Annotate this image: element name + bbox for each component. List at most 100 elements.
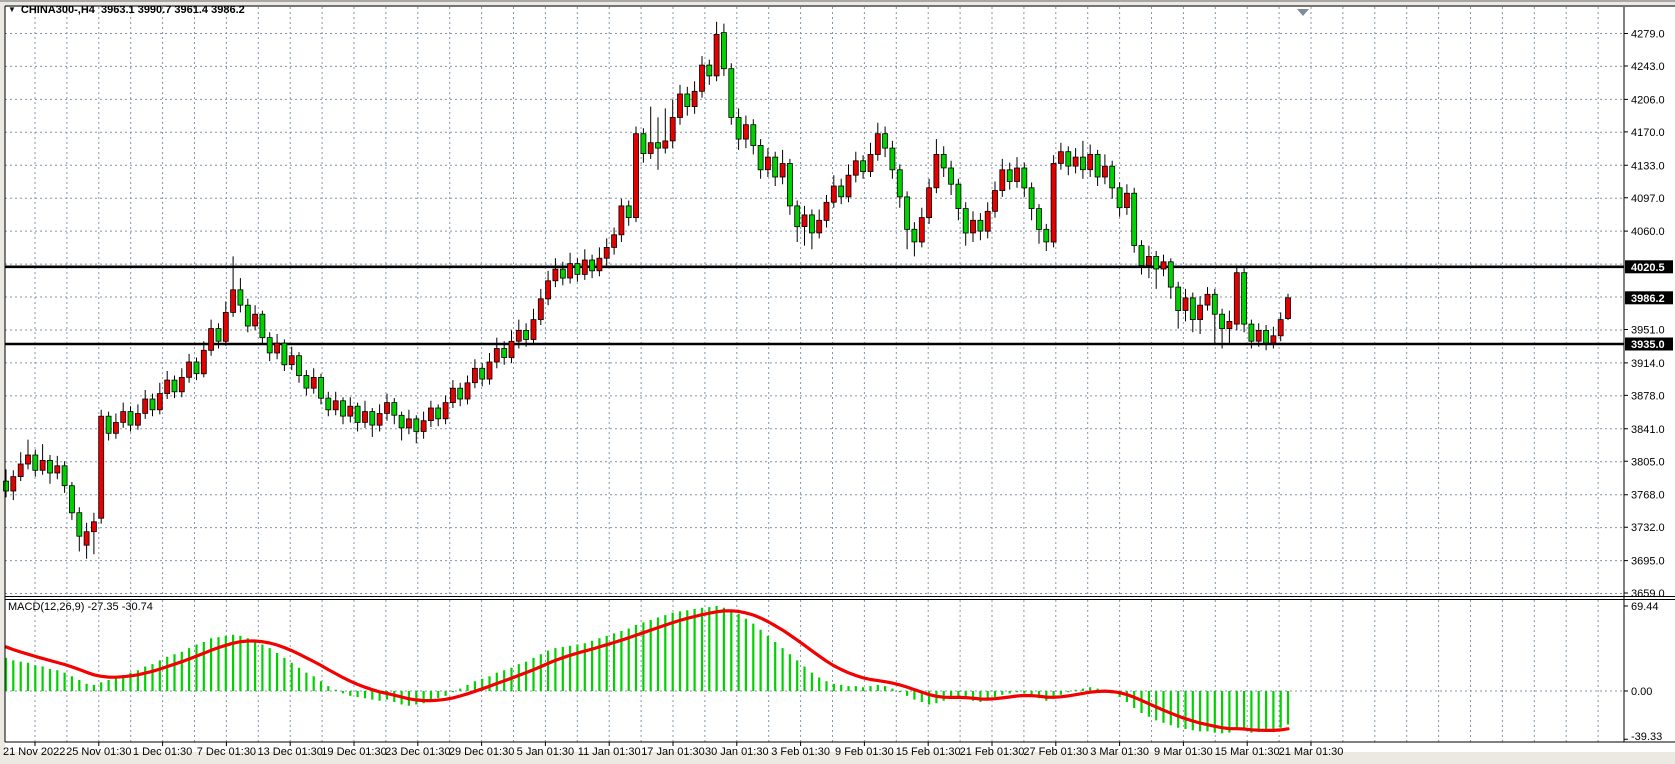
candle-down: [684, 93, 691, 108]
candle-up: [1102, 165, 1108, 178]
svg-text:27 Feb 01:30: 27 Feb 01:30: [1023, 746, 1088, 758]
price-badge-4020.5: [1625, 260, 1673, 274]
candle-down: [1065, 151, 1072, 167]
svg-text:3659.0: 3659.0: [1631, 588, 1665, 600]
candle-down: [318, 376, 324, 399]
candle-up: [142, 398, 149, 414]
candle-up: [222, 311, 229, 342]
svg-text:3914.0: 3914.0: [1631, 358, 1665, 370]
candle-down: [889, 147, 896, 171]
candle-down: [479, 367, 486, 380]
candle-down: [61, 465, 68, 487]
candle-up: [98, 415, 105, 519]
candle-up: [618, 205, 625, 236]
candle-down: [655, 142, 661, 149]
candle-down: [757, 144, 764, 171]
svg-text:69.44: 69.44: [1631, 601, 1659, 613]
candle-up: [25, 454, 31, 465]
candle-up: [1058, 151, 1064, 164]
candle-up: [765, 156, 771, 171]
svg-text:9 Feb 01:30: 9 Feb 01:30: [835, 746, 894, 758]
chart-background: [5, 7, 1675, 752]
candle-down: [728, 68, 735, 118]
svg-text:4206.0: 4206.0: [1631, 94, 1665, 106]
price-axis[interactable]: 4279.0 4243.0 4206.0 4170.0 4133.0 4097.0 4060…: [1624, 29, 1673, 601]
candle-up: [274, 342, 281, 354]
candle-up: [120, 411, 127, 423]
candle-down: [838, 185, 845, 198]
svg-text:4020.5: 4020.5: [1631, 262, 1665, 274]
svg-text:4097.0: 4097.0: [1631, 193, 1665, 205]
candle-down: [1211, 293, 1218, 315]
candle-up: [1233, 272, 1240, 325]
candle-up: [113, 422, 119, 434]
candle-down: [882, 133, 888, 149]
candle-down: [559, 268, 566, 279]
candle-up: [1050, 163, 1057, 243]
candle-down: [369, 411, 376, 426]
candle-up: [376, 413, 383, 426]
candle-down: [457, 387, 464, 400]
candle-up: [17, 463, 24, 478]
candle-down: [962, 208, 969, 234]
candle-down: [1094, 153, 1101, 178]
candle-down: [955, 183, 962, 209]
svg-text:0.00: 0.00: [1631, 686, 1652, 698]
svg-text:23 Dec 01:30: 23 Dec 01:30: [385, 746, 450, 758]
candle-down: [1189, 297, 1196, 320]
candle-up: [208, 328, 215, 351]
candle-up: [830, 185, 837, 203]
candle-down: [149, 398, 156, 411]
candle-up: [581, 259, 588, 275]
candle-up: [677, 93, 683, 118]
price-badge-3986.2: [1625, 291, 1673, 305]
svg-text:15 Mar 01:30: 15 Mar 01:30: [1215, 746, 1280, 758]
macd-axis[interactable]: 69.44 0.00 -39.33: [1624, 601, 1662, 743]
svg-text:3986.2: 3986.2: [1631, 293, 1665, 305]
candle-down: [1175, 286, 1182, 312]
candle-up: [1014, 167, 1020, 182]
panel-borders: [4, 5, 1675, 743]
candle-down: [750, 124, 757, 146]
candle-up: [362, 411, 368, 423]
svg-text:21 Mar 01:30: 21 Mar 01:30: [1279, 746, 1344, 758]
candle-down: [259, 313, 266, 339]
candle-down: [706, 64, 713, 77]
svg-text:4133.0: 4133.0: [1631, 160, 1665, 172]
svg-text:13 Dec 01:30: 13 Dec 01:30: [257, 746, 322, 758]
candle-up: [471, 367, 478, 384]
candle-down: [787, 163, 793, 207]
candle-down: [340, 400, 346, 417]
candle-down: [1131, 192, 1138, 246]
candle-up: [691, 90, 698, 108]
vertical-gridlines: [34, 7, 1599, 742]
svg-text:5 Jan 01:30: 5 Jan 01:30: [517, 746, 575, 758]
candle-up: [647, 142, 654, 154]
candle-down: [32, 454, 39, 471]
svg-text:7 Dec 01:30: 7 Dec 01:30: [197, 746, 256, 758]
svg-text:1 Dec 01:30: 1 Dec 01:30: [133, 746, 192, 758]
candle-down: [1021, 167, 1028, 189]
symbol-ohlc-text: CHINA300-,H4 3963.1 3990.7 3961.4 3986.2: [20, 4, 245, 16]
svg-text:4170.0: 4170.0: [1631, 127, 1665, 139]
candle-up: [918, 217, 925, 243]
candle-down: [237, 289, 244, 306]
candle-down: [171, 379, 178, 393]
candle-down: [1138, 245, 1145, 266]
candle-up: [816, 219, 823, 234]
candle-up: [852, 160, 859, 176]
candle-up: [801, 214, 808, 227]
candle-down: [47, 459, 53, 474]
candle-down: [244, 304, 251, 327]
candle-down: [1263, 329, 1269, 344]
svg-text:3732.0: 3732.0: [1631, 522, 1665, 534]
candle-down: [501, 348, 508, 358]
candle-up: [603, 246, 610, 259]
candle-up: [970, 219, 976, 234]
symbol-dropdown-icon[interactable]: ▼: [8, 5, 16, 14]
candle-down: [1219, 313, 1225, 330]
time-axis[interactable]: 21 Nov 2022 25 Nov 01:30 1 Dec 01:30 7 Dec …: [3, 742, 1343, 758]
candle-down: [127, 411, 134, 426]
candle-down: [940, 153, 947, 169]
